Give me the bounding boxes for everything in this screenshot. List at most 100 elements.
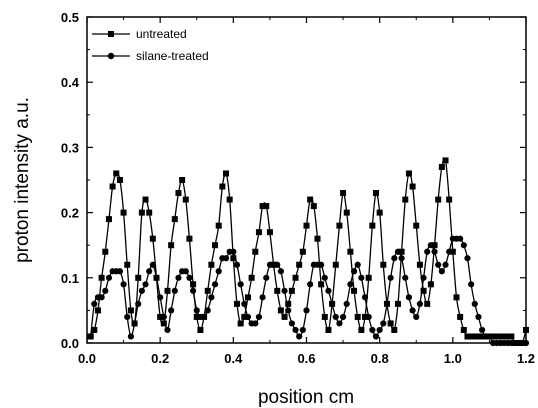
data-point-silane-treated [383, 300, 391, 307]
data-point-untreated [299, 248, 306, 255]
data-point-silane-treated [211, 281, 219, 288]
data-point-silane-treated [189, 287, 197, 294]
data-point-silane-treated [208, 294, 215, 301]
data-point-untreated [160, 320, 167, 327]
data-point-untreated [460, 326, 467, 333]
data-point-untreated [391, 326, 398, 333]
data-point-untreated [438, 163, 445, 170]
data-point-silane-treated [413, 313, 420, 321]
data-point-untreated [215, 222, 222, 229]
data-point-silane-treated [87, 333, 94, 340]
data-point-untreated [292, 274, 299, 281]
data-point-untreated [120, 209, 127, 216]
data-point-silane-treated [424, 248, 431, 255]
data-point-untreated [307, 196, 314, 203]
y-tick-label: 0.3 [61, 140, 79, 155]
data-point-untreated [127, 307, 134, 314]
data-point-untreated [442, 157, 449, 164]
data-point-untreated [233, 300, 240, 307]
data-point-silane-treated [486, 333, 493, 340]
data-point-silane-treated [241, 300, 248, 307]
data-point-silane-treated [168, 307, 175, 314]
data-point-untreated [281, 313, 288, 320]
data-point-silane-treated [325, 287, 332, 294]
data-point-untreated [464, 333, 471, 340]
data-point-silane-treated [332, 313, 339, 321]
data-point-silane-treated [446, 248, 453, 255]
data-point-silane-treated [135, 300, 142, 307]
y-axis-label: proton intensity a.u. [12, 97, 33, 263]
data-point-silane-treated [369, 326, 376, 334]
y-tick-label: 0.0 [61, 336, 79, 351]
data-point-untreated [318, 281, 325, 288]
data-point-silane-treated [365, 313, 372, 321]
data-point-silane-treated [376, 326, 383, 334]
data-point-untreated [475, 333, 482, 340]
data-point-silane-treated [354, 261, 361, 268]
data-point-untreated [149, 235, 156, 242]
data-point-silane-treated [339, 313, 347, 321]
data-point-untreated [449, 248, 456, 255]
data-point-untreated [223, 170, 230, 177]
data-point-silane-treated [336, 320, 343, 327]
data-point-untreated [321, 313, 328, 320]
data-point-untreated [168, 242, 175, 249]
data-point-untreated [266, 229, 273, 236]
data-point-untreated [402, 196, 409, 203]
data-point-silane-treated [233, 261, 241, 268]
data-point-untreated [109, 183, 116, 190]
data-point-untreated [197, 326, 204, 333]
data-point-silane-treated [435, 261, 442, 268]
data-point-untreated [248, 274, 255, 281]
data-point-silane-treated [193, 307, 200, 314]
data-point-silane-treated [409, 307, 416, 314]
data-point-untreated [354, 313, 361, 320]
data-point-silane-treated [153, 274, 160, 281]
data-point-silane-treated [186, 274, 193, 281]
data-point-silane-treated [285, 307, 292, 314]
data-point-untreated [424, 300, 431, 307]
data-point-untreated [340, 190, 347, 197]
data-point-silane-treated [343, 300, 350, 307]
x-axis-label: position cm [258, 387, 354, 408]
data-point-untreated [394, 300, 401, 307]
data-point-silane-treated [182, 268, 189, 275]
data-point-silane-treated [244, 313, 252, 321]
data-point-silane-treated [127, 333, 134, 340]
data-point-untreated [296, 261, 303, 268]
data-point-untreated [405, 170, 412, 177]
data-point-silane-treated [372, 333, 380, 340]
data-point-untreated [157, 313, 164, 320]
data-point-untreated [479, 333, 486, 340]
data-point-untreated [310, 203, 317, 210]
data-point-untreated [387, 320, 394, 327]
data-point-silane-treated [292, 326, 299, 334]
data-point-untreated [135, 274, 142, 281]
data-point-silane-treated [318, 261, 325, 268]
data-point-untreated [369, 222, 376, 229]
data-point-silane-treated [98, 294, 105, 301]
data-point-silane-treated [105, 274, 113, 281]
data-point-untreated [420, 287, 427, 294]
data-point-untreated [241, 313, 248, 320]
data-point-untreated [204, 287, 211, 294]
data-point-silane-treated [457, 235, 464, 242]
data-point-untreated [314, 235, 321, 242]
data-point-silane-treated [157, 294, 164, 301]
data-point-silane-treated [420, 274, 427, 281]
data-point-untreated [431, 242, 438, 249]
data-point-silane-treated [321, 274, 328, 281]
data-point-silane-treated [91, 300, 98, 307]
data-point-silane-treated [427, 242, 434, 249]
data-point-untreated [446, 196, 453, 203]
data-point-silane-treated [222, 255, 230, 262]
data-point-untreated [380, 261, 387, 268]
data-point-untreated [252, 248, 259, 255]
data-point-untreated [164, 287, 171, 294]
x-tick-label: 0.6 [297, 351, 315, 366]
data-point-untreated [94, 307, 101, 314]
data-point-silane-treated [259, 294, 266, 301]
data-point-untreated [468, 333, 475, 340]
data-point-untreated [186, 235, 193, 242]
data-point-untreated [171, 216, 178, 223]
